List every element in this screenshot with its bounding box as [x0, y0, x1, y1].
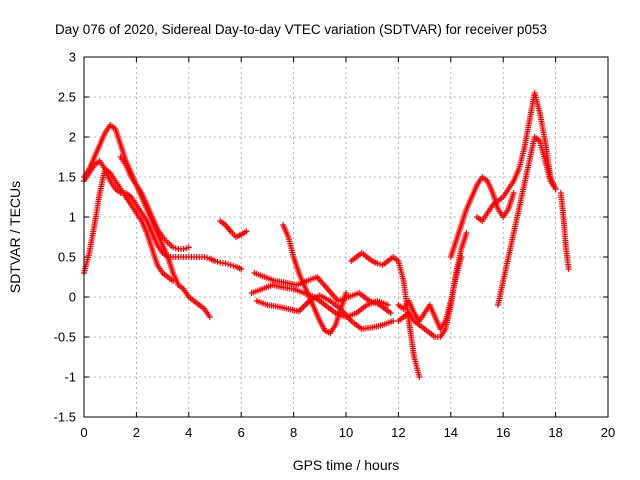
data-point	[374, 260, 381, 267]
y-tick-label: 0.5	[58, 250, 76, 265]
data-point	[183, 245, 190, 252]
data-point	[227, 262, 234, 268]
plot-frame	[83, 56, 609, 418]
data-point	[243, 228, 250, 235]
x-tick-label: 14	[444, 425, 458, 440]
data-point	[416, 374, 423, 380]
grid-lines	[84, 57, 608, 417]
data-point	[214, 258, 221, 265]
y-tick-label: 1	[69, 210, 76, 225]
data-point	[390, 318, 397, 324]
x-tick-label: 0	[80, 425, 87, 440]
data-point	[212, 258, 218, 264]
data-point	[206, 314, 213, 320]
data-point	[172, 245, 179, 252]
data-point	[300, 303, 307, 310]
x-tick-label: 6	[238, 425, 245, 440]
x-tick-label: 2	[133, 425, 140, 440]
data-point	[180, 246, 187, 252]
data-point	[170, 244, 177, 251]
y-axis-label: SDTVAR / TECUs	[7, 181, 23, 293]
chart-title: Day 076 of 2020, Sidereal Day-to-day VTE…	[55, 22, 547, 37]
data-point	[297, 306, 304, 313]
y-tick-label: 2	[69, 130, 76, 145]
x-tick-label: 12	[391, 425, 405, 440]
data-point	[170, 278, 177, 284]
data-point	[565, 266, 572, 272]
y-tick-label: 3	[69, 50, 76, 65]
data-point	[201, 254, 208, 260]
data-point	[552, 186, 559, 192]
data-point	[458, 254, 465, 260]
data-point	[222, 260, 229, 267]
data-point	[230, 262, 237, 269]
y-tick-label: -0.5	[54, 330, 76, 345]
data-point	[204, 254, 211, 261]
y-tick-label: 1.5	[58, 170, 76, 185]
x-tick-label: 8	[290, 425, 297, 440]
data-point	[225, 261, 232, 268]
data-point	[303, 300, 310, 307]
data-point	[343, 290, 349, 296]
y-tick-label: -1	[64, 370, 76, 385]
x-tick-label: 4	[185, 425, 192, 440]
data-point	[384, 302, 391, 308]
axis-ticks: 0 2 4 6 8 10 12 14 16 18 20 -1.5 -1 -0.5 0 0.5 1 1.5 2 2.5 3	[54, 50, 616, 441]
y-tick-label: 2.5	[58, 90, 76, 105]
data-points	[81, 90, 572, 380]
data-point	[463, 230, 470, 236]
x-tick-label: 20	[601, 425, 615, 440]
data-point	[185, 244, 192, 251]
x-tick-label: 16	[496, 425, 510, 440]
y-tick-label: 0	[69, 290, 76, 305]
data-point	[510, 190, 517, 196]
y-tick-label: -1.5	[54, 410, 76, 425]
x-tick-label: 18	[548, 425, 562, 440]
x-tick-label: 10	[339, 425, 353, 440]
x-axis-label: GPS time / hours	[293, 457, 400, 473]
data-point	[301, 302, 308, 309]
data-point	[387, 310, 394, 316]
data-point	[238, 266, 245, 272]
